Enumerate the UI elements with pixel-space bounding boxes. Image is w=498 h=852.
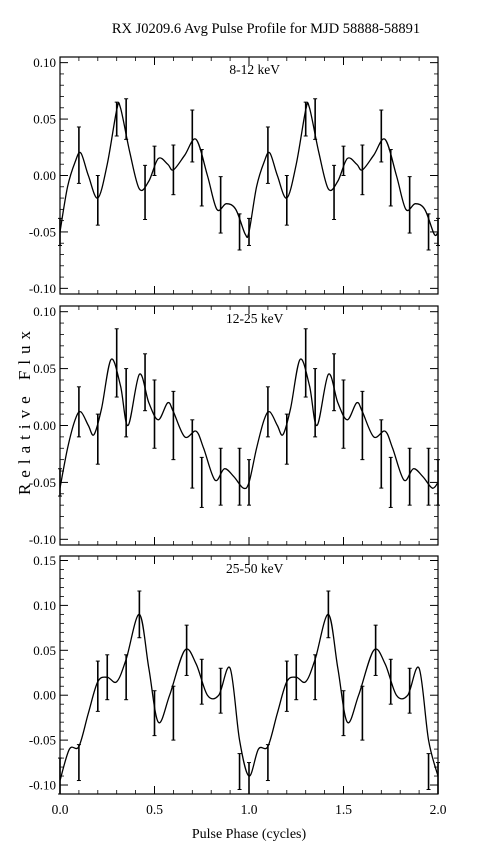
y-tick-label: 0.00 [33, 418, 56, 433]
panel-1: -0.10 -0.05 0.00 0.05 0.10 8-12 keV [29, 55, 440, 296]
y-tick-label: 0.00 [33, 688, 56, 703]
x-tick-label: 1.5 [335, 802, 352, 817]
y-tick-label: 0.05 [33, 643, 56, 658]
y-tick-label: 0.15 [33, 553, 56, 568]
y-tick-label: 0.00 [33, 168, 56, 183]
profile-curve [60, 613, 438, 781]
panel-2: -0.10 -0.05 0.00 0.05 0.10 12-25 keV [29, 304, 440, 547]
y-axis-label: Relative Flux [15, 325, 34, 495]
panel-label: 25-50 keV [226, 561, 284, 576]
y-tick-label: 0.10 [33, 55, 56, 70]
y-tick-label: -0.05 [29, 224, 56, 239]
y-tick-label: -0.10 [29, 778, 56, 793]
y-tick-label: 0.05 [33, 112, 56, 127]
figure-title: RX J0209.6 Avg Pulse Profile for MJD 588… [112, 21, 420, 37]
y-tick-label: 0.10 [33, 304, 56, 319]
x-tick-label: 0.0 [52, 802, 69, 817]
y-tick-label: 0.10 [33, 598, 56, 613]
x-tick-label: 2.0 [430, 802, 447, 817]
panel-3: -0.10 -0.05 0.00 0.05 0.10 0.15 0.0 0.5 1.0 1.5 2.… [29, 553, 447, 817]
plot-frame [59, 555, 439, 795]
y-tick-label: -0.10 [29, 281, 56, 296]
y-tick-label: -0.05 [29, 475, 56, 490]
plot-frame [59, 56, 439, 295]
y-tick-label: -0.05 [29, 733, 56, 748]
x-tick-label: 0.5 [146, 802, 163, 817]
y-tick-label: 0.05 [33, 361, 56, 376]
panel-label: 12-25 keV [226, 311, 284, 326]
x-tick-label: 1.0 [241, 802, 258, 817]
panel-label: 8-12 keV [229, 62, 280, 77]
y-tick-label: -0.10 [29, 532, 56, 547]
panels-group: -0.10 -0.05 0.00 0.05 0.10 8-12 keV -0.10 -0.05… [29, 55, 447, 817]
x-axis-label: Pulse Phase (cycles) [192, 827, 307, 842]
